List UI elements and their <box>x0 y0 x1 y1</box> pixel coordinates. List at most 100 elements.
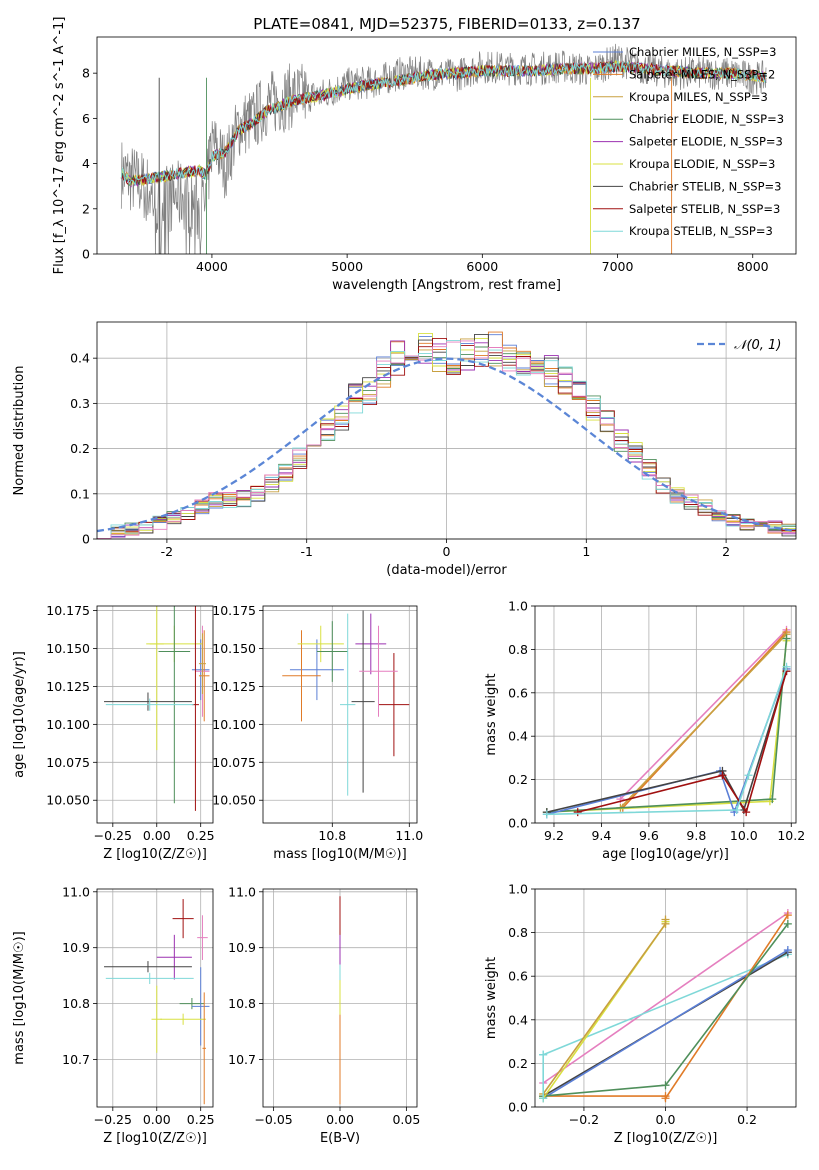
axes-frame-mass-vs-Z <box>96 888 214 1108</box>
y-axis-label: mass weight <box>484 957 499 1039</box>
y-tick-label: 0.6 <box>508 969 528 984</box>
y-tick-label: 10.050 <box>46 793 90 808</box>
error-bar-point <box>378 653 410 757</box>
plot-area-weight-vs-age <box>542 625 791 819</box>
error-bar-point <box>149 606 164 751</box>
mass-weight-marker <box>718 771 727 780</box>
mass-weight-marker <box>661 1081 670 1090</box>
y-tick-label: 10.9 <box>62 940 90 955</box>
mass-weight-line <box>577 670 788 815</box>
y-tick-label: 10.8 <box>228 996 256 1011</box>
plot-area-age-vs-Z <box>104 606 210 811</box>
y-tick-label: 10.150 <box>46 641 90 656</box>
y-tick-label: 11.0 <box>62 884 90 899</box>
axes-frame-residuals <box>96 321 797 540</box>
x-axis-label: Z [log10(Z/Z☉)] <box>614 1131 718 1146</box>
legend-entry: Chabrier ELODIE, N_SSP=3 <box>629 112 784 126</box>
axes-frame-age-vs-Z <box>96 605 214 824</box>
ticks-age-vs-Z: −0.25 0.00 0.25 10.050 10.075 10.100 10.125 10.… <box>46 603 214 843</box>
y-axis-label: Normed distribution <box>12 366 27 496</box>
residual-histogram-step <box>97 340 796 539</box>
mass-weight-line <box>542 912 789 1084</box>
ticks-age-vs-mass: 10.8 11.0 10.050 10.075 10.100 10.125 10.150 10… <box>212 603 423 843</box>
error-bar-point <box>359 625 398 717</box>
x-tick-label: −0.25 <box>94 828 132 843</box>
mass-weight-marker <box>661 915 670 924</box>
error-bar-point <box>156 934 192 980</box>
ticks-weight-vs-Z: −0.2 0.0 0.2 0.0 0.2 0.4 0.6 0.8 1.0 <box>508 882 757 1128</box>
x-tick-label: 9.4 <box>591 828 611 843</box>
error-bar-point <box>289 639 344 701</box>
legend-entry: Kroupa MILES, N_SSP=3 <box>629 90 768 104</box>
y-tick-label: 1.0 <box>508 599 528 614</box>
y-tick-label: 10.125 <box>212 679 256 694</box>
x-tick-label: 9.8 <box>686 828 706 843</box>
error-bar-point <box>104 692 192 711</box>
y-tick-label: 10.075 <box>46 755 90 770</box>
x-tick-label: 0.00 <box>143 828 171 843</box>
y-tick-label: 0.4 <box>70 351 90 366</box>
x-tick-label: 6000 <box>466 259 498 274</box>
error-bar-point <box>179 998 205 1010</box>
x-tick-label: 9.2 <box>544 828 564 843</box>
grid-age-vs-mass <box>263 606 417 823</box>
error-bar-point <box>351 610 375 793</box>
mass-weight-line <box>546 666 788 816</box>
x-tick-label: −0.2 <box>569 1112 599 1127</box>
legend-entry: Salpeter MILES, N_SSP=2 <box>629 67 775 81</box>
mass-weight-marker <box>783 911 792 920</box>
legend-entry: Salpeter ELODIE, N_SSP=3 <box>629 135 783 149</box>
legend-entry: Salpeter STELIB, N_SSP=3 <box>629 202 780 216</box>
y-tick-label: 0.0 <box>508 1100 528 1115</box>
x-tick-label: 5000 <box>331 259 363 274</box>
x-axis-label: E(B-V) <box>320 1131 360 1146</box>
error-bar-point <box>340 613 356 796</box>
mass-weight-line <box>546 668 788 816</box>
x-tick-label: 0.05 <box>392 1112 420 1127</box>
x-tick-label: 0 <box>443 544 451 559</box>
y-axis-label: mass weight <box>484 673 499 755</box>
mass-weight-line <box>619 633 788 809</box>
x-tick-label: 0.2 <box>737 1112 757 1127</box>
axes-weight-vs-age: 9.2 9.4 9.6 9.8 10.0 10.2 0.0 0.2 0.4 0.6 0.8 1.0 ag… <box>484 599 805 863</box>
ticks-mass-vs-EBV: −0.05 0.00 0.05 10.7 10.8 10.9 11.0 <box>228 884 420 1127</box>
axes-frame-age-vs-mass <box>262 605 418 824</box>
axes-frame-weight-vs-Z <box>534 888 797 1108</box>
y-tick-label: 0.0 <box>508 816 528 831</box>
axes-frame-weight-vs-age <box>534 605 797 824</box>
error-bar-point <box>105 698 194 711</box>
legend-entry: Kroupa ELODIE, N_SSP=3 <box>629 157 775 171</box>
y-tick-label: 10.050 <box>212 793 256 808</box>
y-tick-label: 6 <box>82 111 90 126</box>
y-tick-label: 0 <box>82 247 90 262</box>
y-tick-label: 0.1 <box>70 486 90 501</box>
error-bar-point <box>202 992 206 1105</box>
mass-weight-marker <box>742 808 751 817</box>
mass-weight-marker <box>661 1094 670 1103</box>
plot-area-residuals <box>97 331 796 539</box>
mass-weight-marker <box>783 919 792 928</box>
x-axis-label: wavelength [Angstrom, rest frame] <box>332 278 561 293</box>
x-tick-label: -2 <box>161 544 173 559</box>
error-bar-point <box>297 625 344 663</box>
axes-residuals: -2 -1 0 1 2 0 0.1 0.2 0.3 0.4 (data-model)/error No… <box>12 321 797 578</box>
error-bar-point <box>282 630 321 722</box>
x-tick-label: 1 <box>582 544 590 559</box>
y-tick-label: 10.9 <box>228 940 256 955</box>
y-tick-label: 1.0 <box>508 882 528 897</box>
x-axis-label: mass [log10(M/M☉)] <box>273 847 406 862</box>
x-tick-label: 0.00 <box>143 1112 171 1127</box>
y-axis-label: mass [log10(M/M☉)] <box>12 931 27 1064</box>
mass-weight-marker <box>768 795 777 804</box>
error-bar-point <box>172 899 194 939</box>
y-axis-label: Flux [f_λ 10^-17 erg cm^-2 s^-1 A^-1] <box>52 17 67 275</box>
y-tick-label: 0.3 <box>70 396 90 411</box>
error-bar-point <box>104 961 192 973</box>
y-tick-label: 11.0 <box>228 884 256 899</box>
axes-weight-vs-Z: −0.2 0.0 0.2 0.0 0.2 0.4 0.6 0.8 1.0 Z [log10(Z/Z… <box>484 882 797 1146</box>
x-tick-label: 0.00 <box>326 1112 354 1127</box>
error-bar-point <box>105 972 194 985</box>
axes-frame-mass-vs-EBV <box>262 888 418 1108</box>
y-tick-label: 0.8 <box>508 925 528 940</box>
